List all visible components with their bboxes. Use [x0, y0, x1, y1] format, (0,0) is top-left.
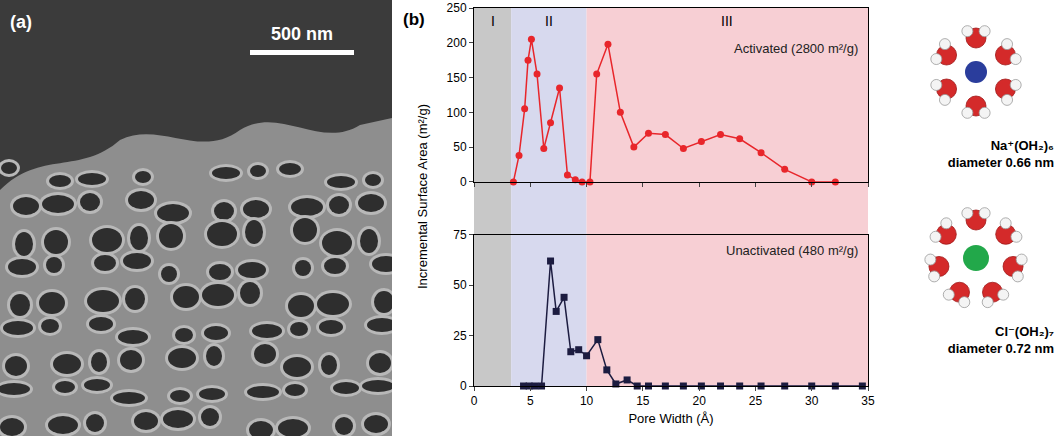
svg-text:50: 50 [453, 278, 467, 292]
svg-text:15: 15 [636, 394, 650, 408]
svg-text:I: I [491, 13, 495, 29]
svg-text:III: III [721, 13, 733, 29]
svg-text:Unactivated (480 m²/g): Unactivated (480 m²/g) [726, 243, 858, 258]
svg-text:0: 0 [460, 175, 467, 189]
svg-text:0: 0 [471, 394, 478, 408]
svg-text:Activated (2800 m²/g): Activated (2800 m²/g) [734, 41, 858, 56]
svg-text:25: 25 [453, 329, 467, 343]
svg-text:Na⁺(OH₂)₆: Na⁺(OH₂)₆ [991, 138, 1054, 153]
svg-text:200: 200 [447, 36, 467, 50]
svg-text:75: 75 [453, 228, 467, 242]
svg-text:0: 0 [460, 379, 467, 393]
svg-text:diameter 0.66 nm: diameter 0.66 nm [948, 155, 1054, 170]
svg-text:(b): (b) [403, 10, 425, 29]
svg-text:II: II [545, 13, 553, 29]
svg-text:500 nm: 500 nm [271, 24, 333, 44]
svg-text:Pore Width (Å): Pore Width (Å) [628, 411, 713, 426]
svg-text:diameter 0.72 nm: diameter 0.72 nm [948, 341, 1054, 356]
svg-text:100: 100 [447, 106, 467, 120]
svg-text:50: 50 [453, 140, 467, 154]
svg-text:35: 35 [861, 394, 875, 408]
svg-text:150: 150 [447, 71, 467, 85]
svg-text:10: 10 [580, 394, 594, 408]
svg-text:250: 250 [447, 1, 467, 15]
svg-text:(a): (a) [10, 12, 32, 32]
svg-text:30: 30 [805, 394, 819, 408]
svg-text:Cl⁻(OH₂)₇: Cl⁻(OH₂)₇ [995, 324, 1054, 339]
svg-text:5: 5 [527, 394, 534, 408]
svg-text:Incremental Surface Area (m²/g: Incremental Surface Area (m²/g) [415, 104, 430, 289]
svg-text:25: 25 [749, 394, 763, 408]
svg-text:20: 20 [692, 394, 706, 408]
